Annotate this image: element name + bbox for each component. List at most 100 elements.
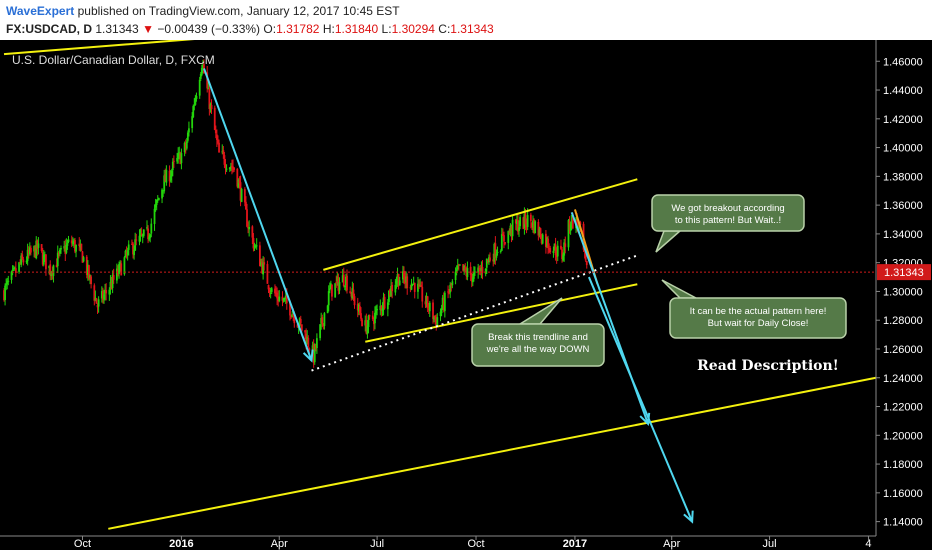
candle-body <box>208 88 211 110</box>
candle-body <box>357 304 360 312</box>
candle-body <box>383 296 386 309</box>
candle-body <box>36 240 39 250</box>
price-tick-label: 1.14000 <box>883 517 923 529</box>
candle-body <box>538 228 541 236</box>
time-tick-label: Jul <box>763 538 777 550</box>
candle-body <box>526 215 529 227</box>
candle-body <box>238 180 241 184</box>
candle-body <box>41 252 44 265</box>
candle-body <box>321 317 324 324</box>
candle-body <box>140 233 143 236</box>
candle-body <box>376 309 378 311</box>
candle-body <box>564 243 567 247</box>
candle-body <box>554 244 557 256</box>
candle-body <box>553 243 556 251</box>
down-arrow-icon: ▼ <box>142 22 154 36</box>
candle-body <box>451 281 454 286</box>
candle-body <box>221 151 224 153</box>
price-tick-label: 1.30000 <box>883 286 923 298</box>
candle-body <box>585 260 588 266</box>
candle-body <box>397 274 400 287</box>
candle-body <box>540 238 543 244</box>
candle-body <box>534 221 537 234</box>
price-tick-label: 1.36000 <box>883 200 923 212</box>
candle-body <box>243 189 246 203</box>
candle-body <box>496 252 499 254</box>
candle-body <box>352 289 355 297</box>
candle-body <box>138 235 141 242</box>
candle-body <box>93 285 96 301</box>
close-value: 1.31343 <box>450 22 494 36</box>
candle-body <box>270 288 273 292</box>
candle-body <box>108 289 111 295</box>
price-tick-label: 1.20000 <box>883 430 923 442</box>
price-tick-label: 1.18000 <box>883 459 923 471</box>
price-tick-label: 1.38000 <box>883 171 923 183</box>
candle-body <box>356 303 359 311</box>
callout-break-trendline-box <box>471 323 605 367</box>
candle-body <box>149 234 152 238</box>
author-link[interactable]: WaveExpert <box>6 4 75 18</box>
candle-body <box>57 252 60 254</box>
candle-body <box>394 284 397 293</box>
candle-body <box>472 272 475 279</box>
candle-body <box>75 244 77 252</box>
candle-body <box>157 198 160 201</box>
candle-body <box>539 228 542 239</box>
candle-body <box>180 153 183 164</box>
candle-body <box>441 297 444 309</box>
candle-body <box>255 245 258 247</box>
price-tick-label: 1.46000 <box>883 56 923 68</box>
candle-body <box>253 246 256 248</box>
candle-body <box>375 310 377 314</box>
candle-body <box>162 190 165 192</box>
candle-body <box>217 139 219 143</box>
candle-body <box>322 323 325 326</box>
candle-body <box>485 258 488 268</box>
candle-body <box>546 237 548 247</box>
candle-body <box>123 257 126 275</box>
price-chart[interactable]: 1.46000 1.44000 1.42000 1.40000 1.38000 1.360… <box>0 40 932 550</box>
candle-body <box>274 288 276 294</box>
low-value: 1.30294 <box>391 22 435 36</box>
candle-body <box>22 259 25 263</box>
candle-body <box>185 141 188 149</box>
candle-body <box>327 291 330 306</box>
candle-body <box>486 259 489 261</box>
candle-body <box>206 72 209 89</box>
candle-body <box>315 338 318 349</box>
candle-body <box>184 143 187 149</box>
candle-body <box>50 272 53 277</box>
candle-body <box>165 169 168 183</box>
callout-break-trendline-text: Break this trendline and <box>488 332 588 343</box>
candle-body <box>448 292 451 294</box>
symbol-line: FX:USDCAD, D 1.31343 ▼ −0.00439 (−0.33%)… <box>6 22 494 36</box>
candle-body <box>502 233 504 236</box>
price-tick-label: 1.16000 <box>883 488 923 500</box>
candle-body <box>269 292 272 294</box>
candle-body <box>71 242 74 244</box>
candle-body <box>371 315 374 320</box>
candle-body <box>552 250 555 253</box>
candle-body <box>396 274 399 282</box>
candle-body <box>224 164 227 169</box>
candle-body <box>456 265 459 270</box>
price-axis[interactable]: 1.46000 1.44000 1.42000 1.40000 1.38000 1.360… <box>875 40 931 536</box>
candle-body <box>296 324 299 328</box>
candle-body <box>515 220 518 225</box>
candle-body <box>500 234 503 251</box>
candle-body <box>511 219 514 237</box>
candle-body <box>193 104 196 106</box>
candle-body <box>419 284 422 287</box>
candle-body <box>504 242 506 244</box>
candle-body <box>79 244 82 248</box>
candle-body <box>462 264 465 271</box>
price-tick-label: 1.24000 <box>883 373 923 385</box>
time-axis[interactable]: Oct 2016 Apr Jul Oct 2017 Apr Jul 4 <box>0 535 876 550</box>
candle-body <box>289 302 291 316</box>
callout-break-trendline-text: we're all the way DOWN <box>486 344 590 355</box>
candle-body <box>43 254 46 256</box>
candle-body <box>266 264 269 284</box>
candle-body <box>148 236 151 240</box>
